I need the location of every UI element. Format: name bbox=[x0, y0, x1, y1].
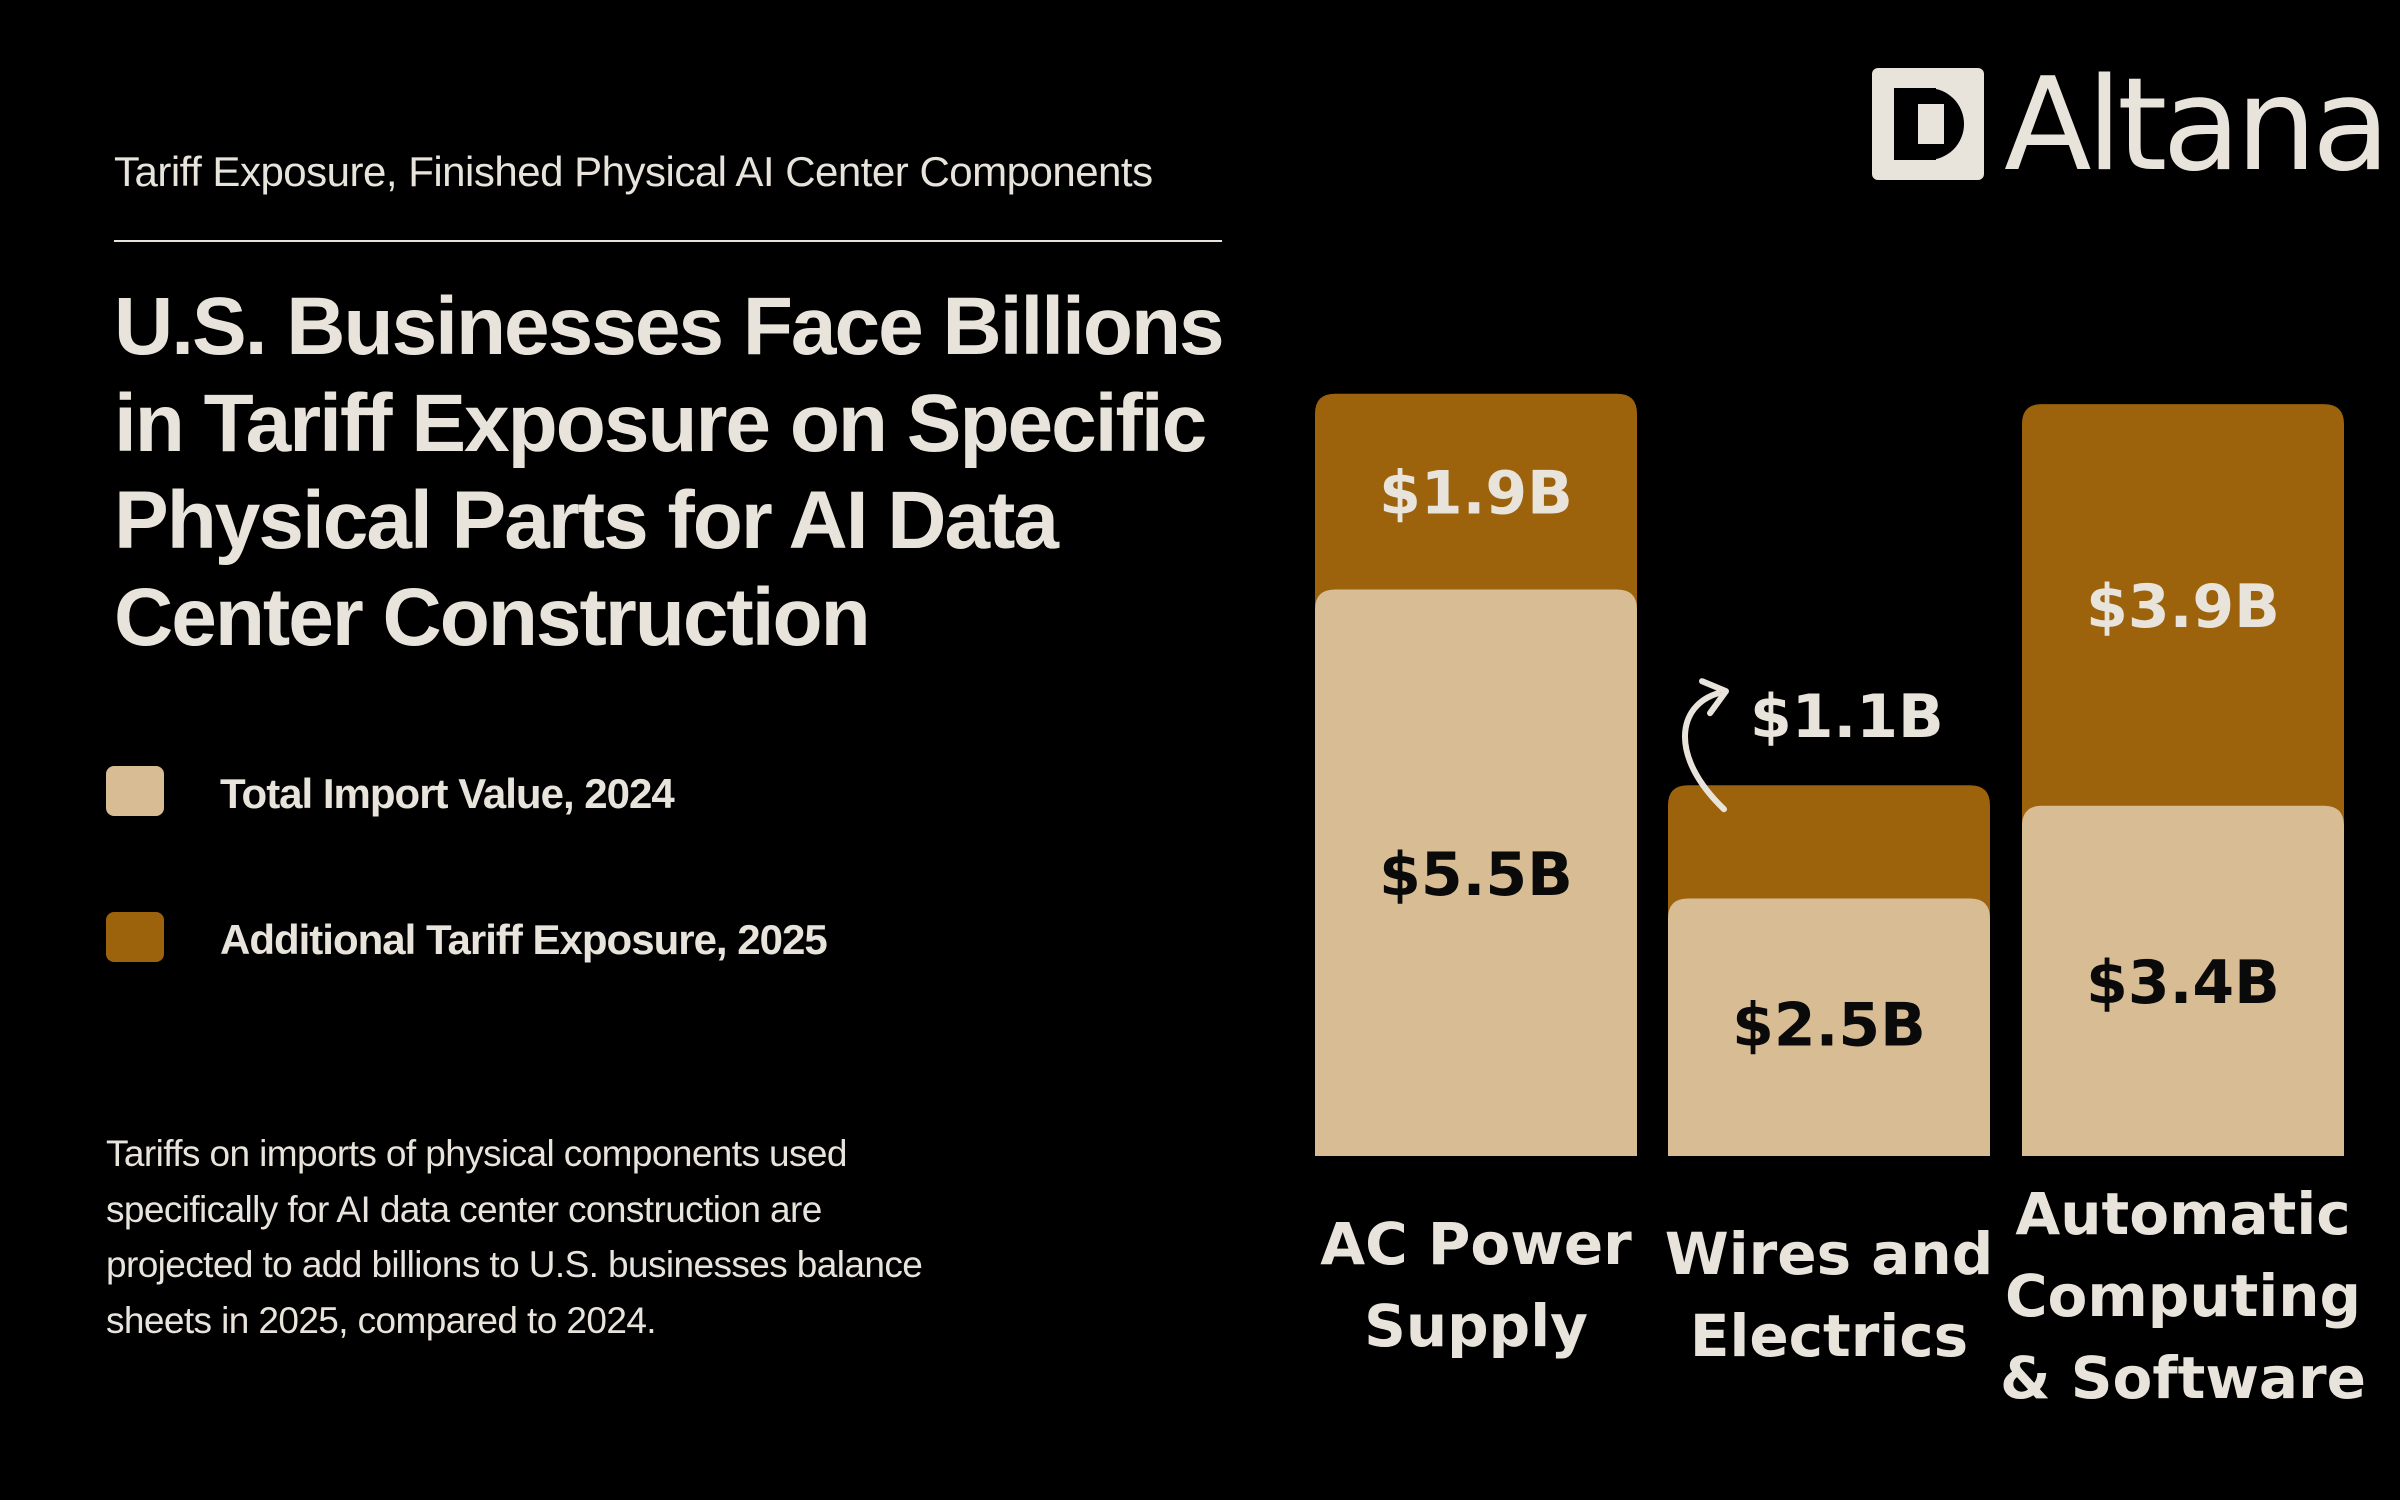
category-label-0-0: AC Power bbox=[1320, 1210, 1632, 1278]
logo-wordmark: Altana bbox=[2004, 51, 2390, 200]
category-label-2-1: Computing bbox=[2005, 1262, 2361, 1330]
category-label-1-1: Electrics bbox=[1690, 1302, 1968, 1370]
bar-tariff-0 bbox=[1315, 393, 1637, 630]
bar-import-0 bbox=[1315, 589, 1637, 1156]
value-label-tariff-1: $1.1B bbox=[1750, 682, 1944, 752]
altana-logo-icon bbox=[1872, 68, 1984, 180]
legend-label-tariff: Additional Tariff Exposure, 2025 bbox=[220, 916, 828, 963]
title-divider bbox=[114, 240, 1222, 242]
category-label-1-0: Wires and bbox=[1665, 1220, 1993, 1288]
bar-tariff-2 bbox=[2022, 404, 2344, 846]
value-label-import-1: $2.5B bbox=[1732, 990, 1926, 1060]
legend-swatch-import bbox=[106, 766, 164, 816]
category-label-2-0: Automatic bbox=[2015, 1180, 2350, 1248]
arrow-icon bbox=[1682, 690, 1727, 813]
value-label-tariff-0: $1.9B bbox=[1379, 459, 1573, 529]
bar-import-1 bbox=[1668, 898, 1990, 1156]
page-title: U.S. Businesses Face Billions in Tariff … bbox=[114, 281, 1225, 663]
description-text: Tariffs on imports of physical component… bbox=[106, 1133, 923, 1341]
chart-subtitle: Tariff Exposure, Finished Physical AI Ce… bbox=[114, 148, 1153, 195]
bar-import-2 bbox=[2022, 805, 2344, 1156]
value-label-import-2: $3.4B bbox=[2086, 948, 2280, 1018]
arrowhead-icon bbox=[1699, 678, 1729, 717]
legend-swatch-tariff bbox=[106, 912, 164, 962]
category-label-0-1: Supply bbox=[1364, 1292, 1588, 1360]
altana-logo: Altana bbox=[1870, 56, 2390, 196]
category-label-2-2: & Software bbox=[2000, 1344, 2366, 1412]
legend-label-import: Total Import Value, 2024 bbox=[220, 770, 675, 817]
value-label-tariff-2: $3.9B bbox=[2086, 572, 2280, 642]
value-label-import-0: $5.5B bbox=[1379, 840, 1573, 910]
